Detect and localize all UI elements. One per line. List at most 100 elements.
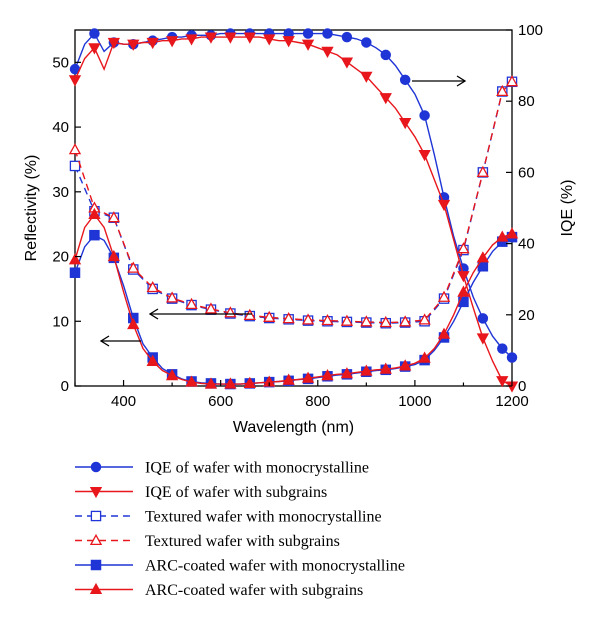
data-point [282,36,295,48]
data-point [282,312,295,324]
data-point [107,37,121,50]
data-point [204,302,218,314]
data-point [321,313,334,326]
data-point [321,46,334,58]
legend-entry: Textured wafer with monocrystalline [75,509,382,526]
data-point [146,280,159,293]
data-point [437,290,451,302]
data-point [204,32,218,44]
y-left-tick-label: 50 [52,54,69,71]
series-line [74,81,513,324]
y-left-tick-label: 10 [52,313,69,330]
data-point [497,343,508,354]
series-3 [69,76,518,329]
data-point [418,351,431,363]
data-point [89,229,100,241]
data-point [301,313,315,325]
arrow-to-right-axis-head [456,75,467,87]
data-point [379,362,392,374]
data-point [88,43,101,55]
series-line [74,213,513,385]
data-point [476,333,490,345]
data-point [418,150,431,162]
legend-marker [89,582,103,595]
data-point [340,314,354,326]
data-point [243,376,256,388]
data-point [399,315,412,327]
data-point [185,34,198,46]
data-point [340,57,354,69]
data-point [360,71,373,83]
data-point [361,37,372,48]
data-point [476,165,490,177]
legend-entry: Textured wafer with subgrains [75,533,340,550]
data-point [69,160,81,172]
x-tick-label: 1200 [495,393,528,410]
data-point [437,327,451,339]
series-6 [68,207,519,389]
legend-entry: IQE of wafer with subgrains [75,484,327,501]
series-2 [68,32,519,393]
arrow-to-left-axis-lower-head [99,335,110,347]
data-point [224,32,237,44]
y-left-tick-label: 30 [52,184,69,201]
legend-entry: ARC-coated wafer with subgrains [75,582,363,599]
data-point [185,375,198,387]
y-right-tick-label: 20 [518,307,535,324]
x-tick-label: 400 [111,393,136,410]
legend-marker [90,559,102,571]
data-point [69,267,81,278]
data-point [185,297,198,310]
data-point [263,375,276,387]
data-point [204,377,218,389]
data-point [380,49,392,61]
y-right-tick-label: 100 [518,22,543,39]
data-point [477,313,489,324]
data-point [301,39,315,51]
legend-marker [90,510,102,522]
legend-label: Textured wafer with subgrains [145,533,340,550]
data-point [360,315,373,327]
x-tick-label: 1000 [398,393,431,410]
y-left-tick-label: 20 [52,249,69,266]
legend-label: ARC-coated wafer with monocrystalline [145,558,405,575]
data-point [282,373,295,385]
y-right-tick-label: 40 [518,236,535,253]
legend-label: Textured wafer with monocrystalline [145,509,382,526]
data-point [360,364,373,376]
data-point [457,271,470,283]
data-point [341,31,353,43]
data-point [437,199,451,212]
data-point [476,251,490,263]
data-point [301,371,315,383]
data-point [107,249,121,262]
data-point [263,34,276,46]
chart-marks [68,28,519,393]
data-point [127,39,140,51]
data-point [224,377,237,389]
series-1 [69,28,518,363]
data-point [165,291,179,303]
series-line [74,36,513,387]
annotation-arrows [99,75,467,347]
data-point [68,143,82,155]
data-point [419,110,430,121]
data-point [263,310,276,322]
legend-entry: ARC-coated wafer with monocrystalline [75,558,405,575]
y-right-tick-label: 60 [518,164,535,181]
data-point [127,261,140,273]
data-point [321,369,334,381]
data-point [379,93,392,105]
legend-marker [90,461,102,473]
data-point [506,352,518,363]
data-point [505,227,519,239]
x-tick-label: 800 [305,393,330,410]
data-point [146,354,159,366]
data-point [165,36,179,48]
legend-entry: IQE of wafer with monocrystalline [75,460,369,477]
data-point [89,28,100,39]
arrow-to-left-axis-upper-head [148,308,159,320]
series-5 [69,229,518,390]
data-point [379,315,392,328]
